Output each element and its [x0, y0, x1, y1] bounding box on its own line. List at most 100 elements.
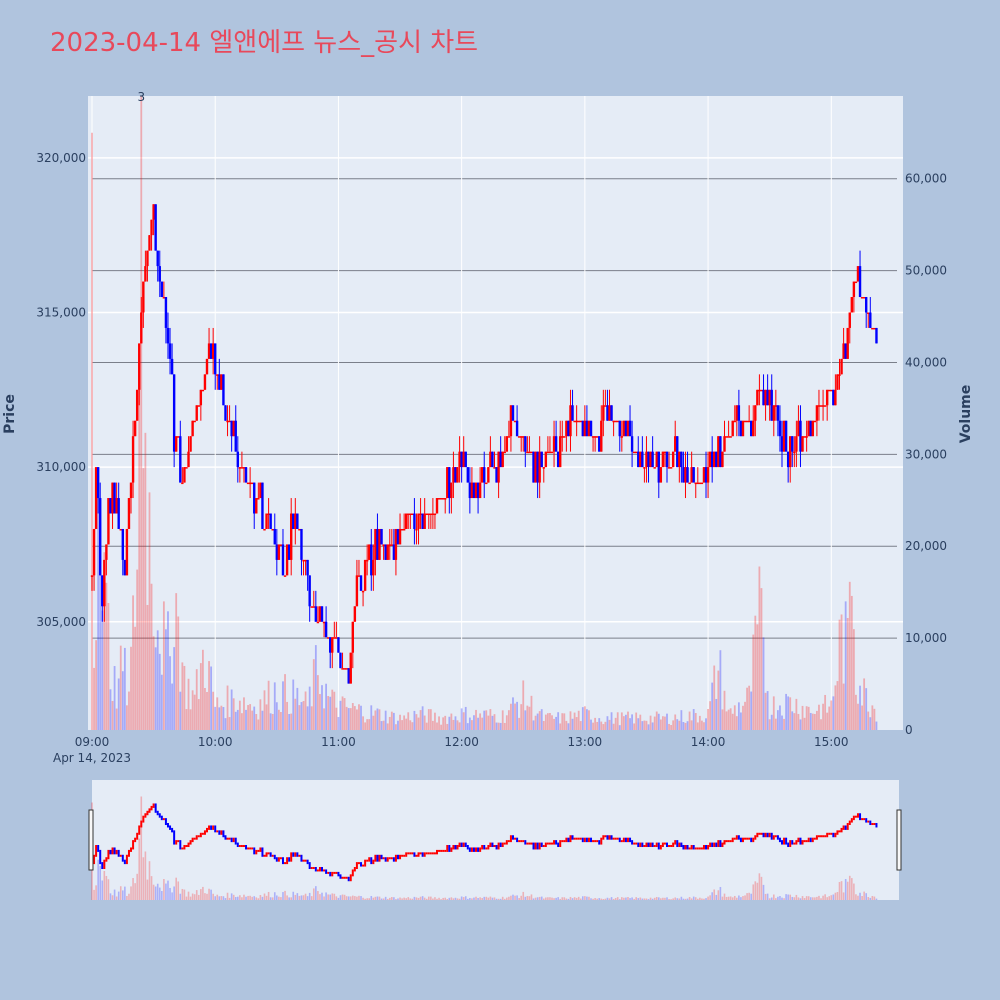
slider-volume-bar-35	[163, 879, 165, 900]
candle-376	[862, 297, 866, 299]
slider-volume-bar-90	[276, 895, 278, 900]
candle-372	[854, 281, 858, 284]
volume-bar-48	[189, 709, 192, 730]
volume-bar-164	[427, 709, 430, 730]
slider-candle-294	[694, 847, 697, 850]
candle-284	[674, 420, 677, 452]
volume-bar-193	[487, 715, 490, 730]
slider-candle-203	[507, 840, 510, 843]
candle-103	[302, 559, 305, 576]
slider-candle-109	[314, 867, 317, 872]
volume-bar-95	[286, 701, 288, 730]
slider-volume-bar-12	[115, 896, 118, 900]
volume-bar-203	[507, 710, 510, 730]
volume-bar-118	[333, 691, 336, 730]
candle-245	[593, 436, 597, 452]
volume-bar-204	[510, 703, 512, 730]
slider-volume-bar-350	[809, 897, 812, 900]
slider-candle-114	[325, 869, 328, 874]
time-tick-label: 11:00	[321, 735, 356, 749]
volume-bar-38	[169, 656, 171, 730]
slider-candle-86	[267, 852, 270, 855]
candle-343	[795, 420, 798, 468]
slider-candle-317	[741, 837, 744, 843]
slider-candle-56	[206, 827, 208, 833]
candle-111	[318, 606, 322, 622]
candle-285	[676, 436, 679, 468]
volume-bar-184	[468, 717, 471, 730]
candle-271	[647, 451, 650, 483]
slider-volume-bar-25	[142, 857, 145, 900]
slider-volume-bar-274	[653, 897, 656, 900]
volume-bar-349	[807, 706, 810, 730]
volume-bar-194	[489, 709, 492, 730]
volume-bar-208	[518, 717, 521, 730]
slider-volume-bar-253	[610, 897, 613, 900]
slider-candle-215	[532, 842, 535, 850]
volume-bar-196	[493, 714, 496, 730]
volume-bar-157	[413, 710, 416, 730]
time-tick-label: 13:00	[568, 735, 603, 749]
volume-bar-74	[243, 697, 245, 730]
range-slider-background[interactable]	[92, 780, 899, 900]
candle-306	[719, 436, 722, 468]
main-plot-background	[88, 96, 903, 730]
range-slider-right-handle[interactable]	[896, 809, 902, 871]
slider-volume-bar-86	[267, 891, 270, 900]
volume-bar-24	[140, 96, 143, 730]
volume-bar-98	[292, 679, 295, 730]
volume-bar-354	[818, 704, 820, 730]
candle-368	[846, 327, 849, 359]
volume-bar-318	[744, 701, 746, 730]
slider-volume-bar-251	[606, 897, 609, 900]
slider-candle-143	[384, 857, 387, 862]
slider-volume-bar-89	[273, 892, 276, 900]
volume-bar-42	[177, 616, 180, 730]
slider-candle-153	[405, 852, 408, 857]
volume-bar-268	[641, 721, 644, 730]
volume-bar-33	[158, 653, 161, 730]
slider-candle-258	[620, 840, 623, 843]
slider-volume-bar-193	[487, 897, 490, 900]
candle-147	[392, 528, 396, 560]
candle-367	[844, 343, 847, 359]
volume-bar-291	[688, 711, 691, 730]
slider-candle-252	[608, 835, 611, 840]
slider-volume-bar-370	[851, 878, 853, 900]
slider-volume-bar-122	[341, 894, 344, 900]
volume-bar-40	[173, 647, 176, 730]
candle-117	[331, 637, 334, 669]
slider-volume-bar-347	[803, 898, 806, 900]
slider-candle-226	[555, 840, 558, 845]
slider-volume-bar-1	[93, 889, 95, 900]
price-tick-label: 310,000	[36, 460, 86, 474]
slider-candle-329	[766, 832, 769, 838]
slider-candle-11	[113, 847, 116, 855]
slider-candle-71	[236, 842, 239, 848]
volume-bar-190	[481, 717, 484, 730]
candle-295	[696, 467, 700, 485]
slider-volume-bar-262	[629, 898, 631, 900]
slider-volume-bar-124	[345, 896, 348, 900]
slider-candle-359	[828, 832, 831, 835]
slider-candle-379	[869, 820, 872, 826]
slider-volume-bar-352	[814, 897, 816, 900]
slider-volume-bar-375	[861, 896, 863, 900]
slider-candle-39	[171, 827, 174, 833]
volume-bar-378	[867, 711, 870, 730]
slider-candle-105	[306, 859, 309, 865]
slider-candle-97	[290, 852, 293, 862]
slider-candle-65	[224, 835, 227, 840]
slider-volume-bar-213	[528, 896, 531, 900]
slider-candle-186	[472, 847, 475, 852]
volume-bar-244	[592, 722, 594, 730]
candle-232	[567, 420, 570, 437]
candle-70	[234, 405, 237, 452]
volume-bar-374	[859, 685, 861, 730]
candle-34	[160, 281, 164, 298]
candle-37	[166, 312, 170, 359]
slider-volume-bar-110	[317, 891, 319, 900]
range-slider-left-handle[interactable]	[88, 809, 94, 871]
slider-volume-bar-296	[699, 897, 701, 900]
candle-114	[324, 606, 328, 638]
